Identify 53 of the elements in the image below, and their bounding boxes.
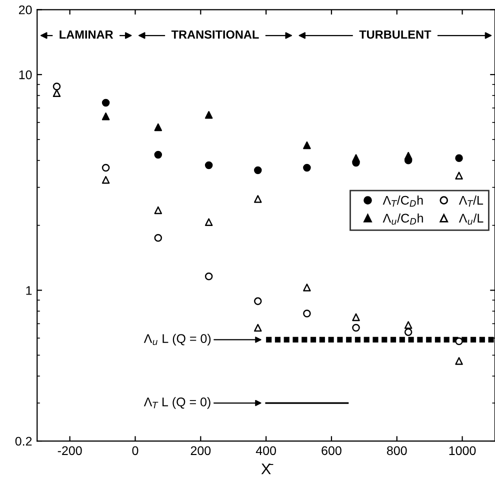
- point: [154, 234, 162, 242]
- legend-label: Λ$_{T}$/L: [458, 196, 484, 207]
- x-tick-label: 600: [322, 446, 342, 456]
- annotation: Λ$_{u}$ L (Q = 0): [144, 334, 211, 346]
- y-tick-label: 0.2: [15, 436, 32, 446]
- point: [154, 123, 162, 132]
- point: [204, 272, 213, 280]
- point: [455, 337, 463, 346]
- annotation: Λ$_{T}$ L (Q = 0): [144, 397, 210, 409]
- y-tick-label: 20: [18, 5, 32, 14]
- point: [102, 164, 110, 172]
- point: [204, 218, 213, 226]
- x-tick-label: 400: [256, 446, 276, 456]
- point: [303, 164, 311, 172]
- x-tick-label: 800: [387, 446, 407, 456]
- point: [204, 161, 213, 170]
- point: [204, 111, 213, 119]
- x-axis-title: X̄: [261, 464, 274, 474]
- x-tick-label: 200: [190, 446, 211, 456]
- annotation: TRANSITIONAL: [171, 30, 259, 39]
- point: [303, 141, 311, 150]
- y-tick-label: 10: [19, 70, 32, 80]
- point: [455, 154, 463, 162]
- point: [254, 195, 262, 203]
- point: [352, 313, 360, 322]
- point: [102, 112, 110, 120]
- point: [254, 324, 262, 332]
- point: [52, 89, 61, 98]
- y-tick-label: 1: [26, 286, 32, 295]
- legend-label: Λ$_{T}$/C$_{D}$h: [382, 196, 423, 207]
- point: [455, 172, 463, 180]
- point: [52, 82, 61, 90]
- annotation: TURBULENT: [359, 30, 432, 39]
- point: [254, 166, 262, 174]
- point: [455, 357, 463, 365]
- point: [102, 98, 110, 107]
- point: [102, 176, 110, 184]
- annotation: LAMINAR: [60, 30, 114, 39]
- point: [404, 328, 412, 336]
- point: [303, 284, 311, 292]
- point: [254, 297, 262, 306]
- point: [352, 154, 360, 162]
- legend-label: Λ$_{u}$/C$_{D}$h: [382, 213, 423, 225]
- point: [154, 150, 162, 159]
- point: [154, 206, 162, 214]
- x-tick-label: 0: [132, 446, 138, 456]
- point: [404, 152, 412, 160]
- x-tick-label: -200: [58, 446, 82, 456]
- point: [404, 321, 412, 329]
- point: [303, 310, 311, 318]
- legend-label: Λ$_{u}$/L: [458, 213, 484, 225]
- point: [352, 324, 360, 332]
- x-tick-label: 1000: [449, 446, 476, 456]
